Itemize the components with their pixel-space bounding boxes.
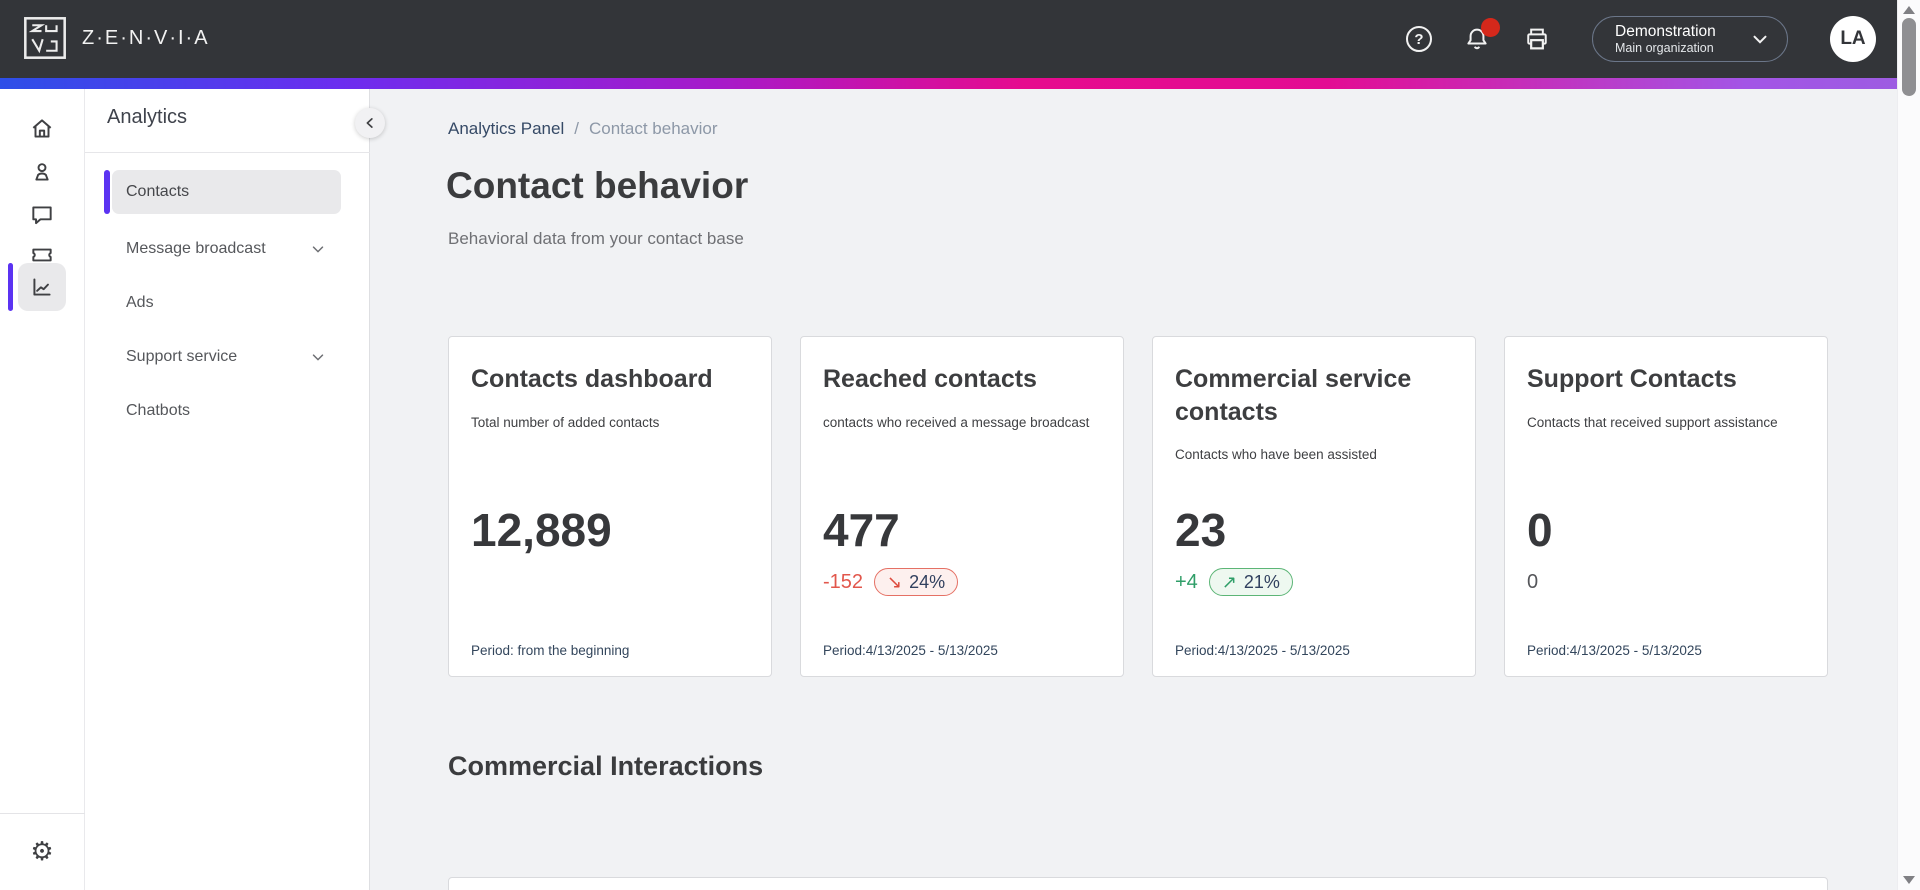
main-content: Analytics Panel / Contact behavior Conta… [371, 89, 1897, 890]
rail-divider [0, 813, 85, 814]
scrollbar-down-arrow[interactable] [1903, 876, 1915, 884]
kpi-card-reached-contacts: Reached contacts contacts who received a… [800, 336, 1124, 677]
commercial-interactions-card-partial [448, 877, 1828, 890]
card-subtitle: contacts who received a message broadcas… [823, 414, 1090, 430]
kpi-cards-row: Contacts dashboard Total number of added… [448, 336, 1828, 677]
sidebar-item-ads[interactable]: Ads [112, 281, 341, 325]
print-button[interactable] [1522, 24, 1552, 54]
card-title: Commercial service contacts [1175, 365, 1412, 426]
help-icon: ? [1406, 26, 1432, 52]
active-menu-indicator [104, 170, 110, 214]
sidebar-item-support-service[interactable]: Support service [112, 335, 341, 379]
sidebar-item-message-broadcast[interactable]: Message broadcast [112, 227, 341, 271]
scrollbar-thumb[interactable] [1902, 18, 1916, 96]
kpi-card-commercial-service-contacts: Commercial service contacts Contacts who… [1152, 336, 1476, 677]
gear-icon: ⚙ [30, 837, 54, 867]
zenvia-logo[interactable]: Z·E·N·V·I·A [22, 15, 210, 61]
trend-badge: ↗ 21% [1208, 568, 1293, 596]
active-nav-indicator [8, 263, 13, 311]
chevron-down-icon [1753, 35, 1767, 44]
card-title: Reached contacts [823, 365, 1037, 393]
delta-value: -152 [823, 570, 864, 593]
user-avatar[interactable]: LA [1830, 16, 1876, 62]
sidebar-item-label: Support service [126, 348, 238, 365]
card-value: 23 [1175, 504, 1227, 556]
delta-value: +4 [1175, 570, 1198, 593]
nav-contacts-button[interactable] [18, 148, 66, 196]
card-value: 12,889 [471, 504, 612, 556]
nav-analytics-button[interactable] [18, 263, 66, 311]
home-icon [32, 119, 52, 138]
brand-gradient-strip [0, 78, 1897, 89]
card-value: 477 [823, 504, 900, 556]
card-subtitle: Contacts that received support assistanc… [1527, 414, 1778, 430]
ticket-icon [32, 248, 52, 262]
scrollbar-up-arrow[interactable] [1903, 6, 1915, 14]
breadcrumb-separator: / [574, 119, 579, 138]
settings-button[interactable]: ⚙ [18, 828, 66, 876]
organization-info: Demonstration Main organization [1615, 22, 1749, 57]
nav-home-button[interactable] [18, 105, 66, 153]
card-subtitle: Contacts who have been assisted [1175, 447, 1377, 462]
notification-badge-dot [1481, 18, 1500, 37]
sidebar-item-label: Chatbots [126, 402, 191, 419]
person-icon [35, 163, 49, 181]
sidebar-divider [85, 152, 370, 153]
organization-name: Demonstration [1615, 22, 1716, 40]
card-period: Period:4/13/2025 - 5/13/2025 [823, 643, 998, 658]
trend-percent: 24% [909, 571, 946, 592]
notifications-button[interactable] [1462, 18, 1500, 54]
analytics-sidebar: Analytics Contacts Message broadcast Ads… [85, 89, 370, 890]
sidebar-item-label: Message broadcast [126, 240, 266, 257]
sidebar-item-contacts[interactable]: Contacts [112, 170, 341, 214]
card-title: Contacts dashboard [471, 365, 713, 393]
sidebar-item-label: Contacts [126, 183, 190, 200]
trend-up-icon: ↗ [1221, 571, 1237, 592]
sidebar-item-label: Ads [126, 294, 154, 311]
printer-icon [1527, 28, 1547, 50]
kpi-card-contacts-dashboard: Contacts dashboard Total number of added… [448, 336, 772, 677]
kpi-card-support-contacts: Support Contacts Contacts that received … [1504, 336, 1828, 677]
delta-row: +4 ↗ 21% [1175, 568, 1293, 596]
icon-rail: ⚙ [0, 89, 85, 890]
organization-switcher[interactable]: Demonstration Main organization [1592, 16, 1788, 62]
sidebar-title: Analytics [107, 106, 188, 128]
breadcrumb-current: Contact behavior [588, 119, 718, 138]
card-value: 0 [1527, 504, 1553, 556]
help-button[interactable]: ? [1404, 24, 1434, 54]
chevron-down-icon [309, 348, 327, 366]
line-chart-icon [33, 278, 51, 296]
delta-row: 0 [1527, 568, 1538, 596]
card-period: Period:4/13/2025 - 5/13/2025 [1175, 643, 1350, 658]
organization-subtitle: Main organization [1615, 40, 1714, 55]
card-subtitle: Total number of added contacts [471, 414, 660, 430]
sidebar-item-chatbots[interactable]: Chatbots [112, 389, 341, 433]
sidebar-collapse-button[interactable] [355, 108, 385, 138]
delta-row: -152 ↘ 24% [823, 568, 959, 596]
card-period: Period:4/13/2025 - 5/13/2025 [1527, 643, 1702, 658]
brand-wordmark: Z·E·N·V·I·A [82, 26, 210, 49]
page-subtitle: Behavioral data from your contact base [448, 229, 744, 248]
breadcrumb: Analytics Panel / Contact behavior [448, 119, 718, 139]
page-title: Contact behavior [446, 165, 749, 206]
zenvia-logo-icon [22, 15, 68, 61]
trend-down-icon: ↘ [887, 571, 903, 592]
trend-percent: 21% [1243, 571, 1280, 592]
page-scrollbar[interactable] [1897, 0, 1920, 890]
chevron-left-icon [366, 118, 373, 128]
chevron-down-icon [309, 240, 327, 258]
trend-badge: ↘ 24% [874, 568, 959, 596]
nav-tickets-button[interactable] [18, 231, 66, 279]
section-heading-commercial-interactions: Commercial Interactions [448, 751, 764, 781]
breadcrumb-analytics-panel[interactable]: Analytics Panel [448, 119, 565, 138]
card-title: Support Contacts [1527, 365, 1737, 393]
nav-conversations-button[interactable] [18, 191, 66, 239]
chat-bubble-icon [32, 206, 52, 225]
delta-value: 0 [1527, 570, 1539, 593]
top-bar: Z·E·N·V·I·A ? Demonstration Main organ [0, 0, 1897, 78]
card-period: Period: from the beginning [471, 643, 630, 658]
